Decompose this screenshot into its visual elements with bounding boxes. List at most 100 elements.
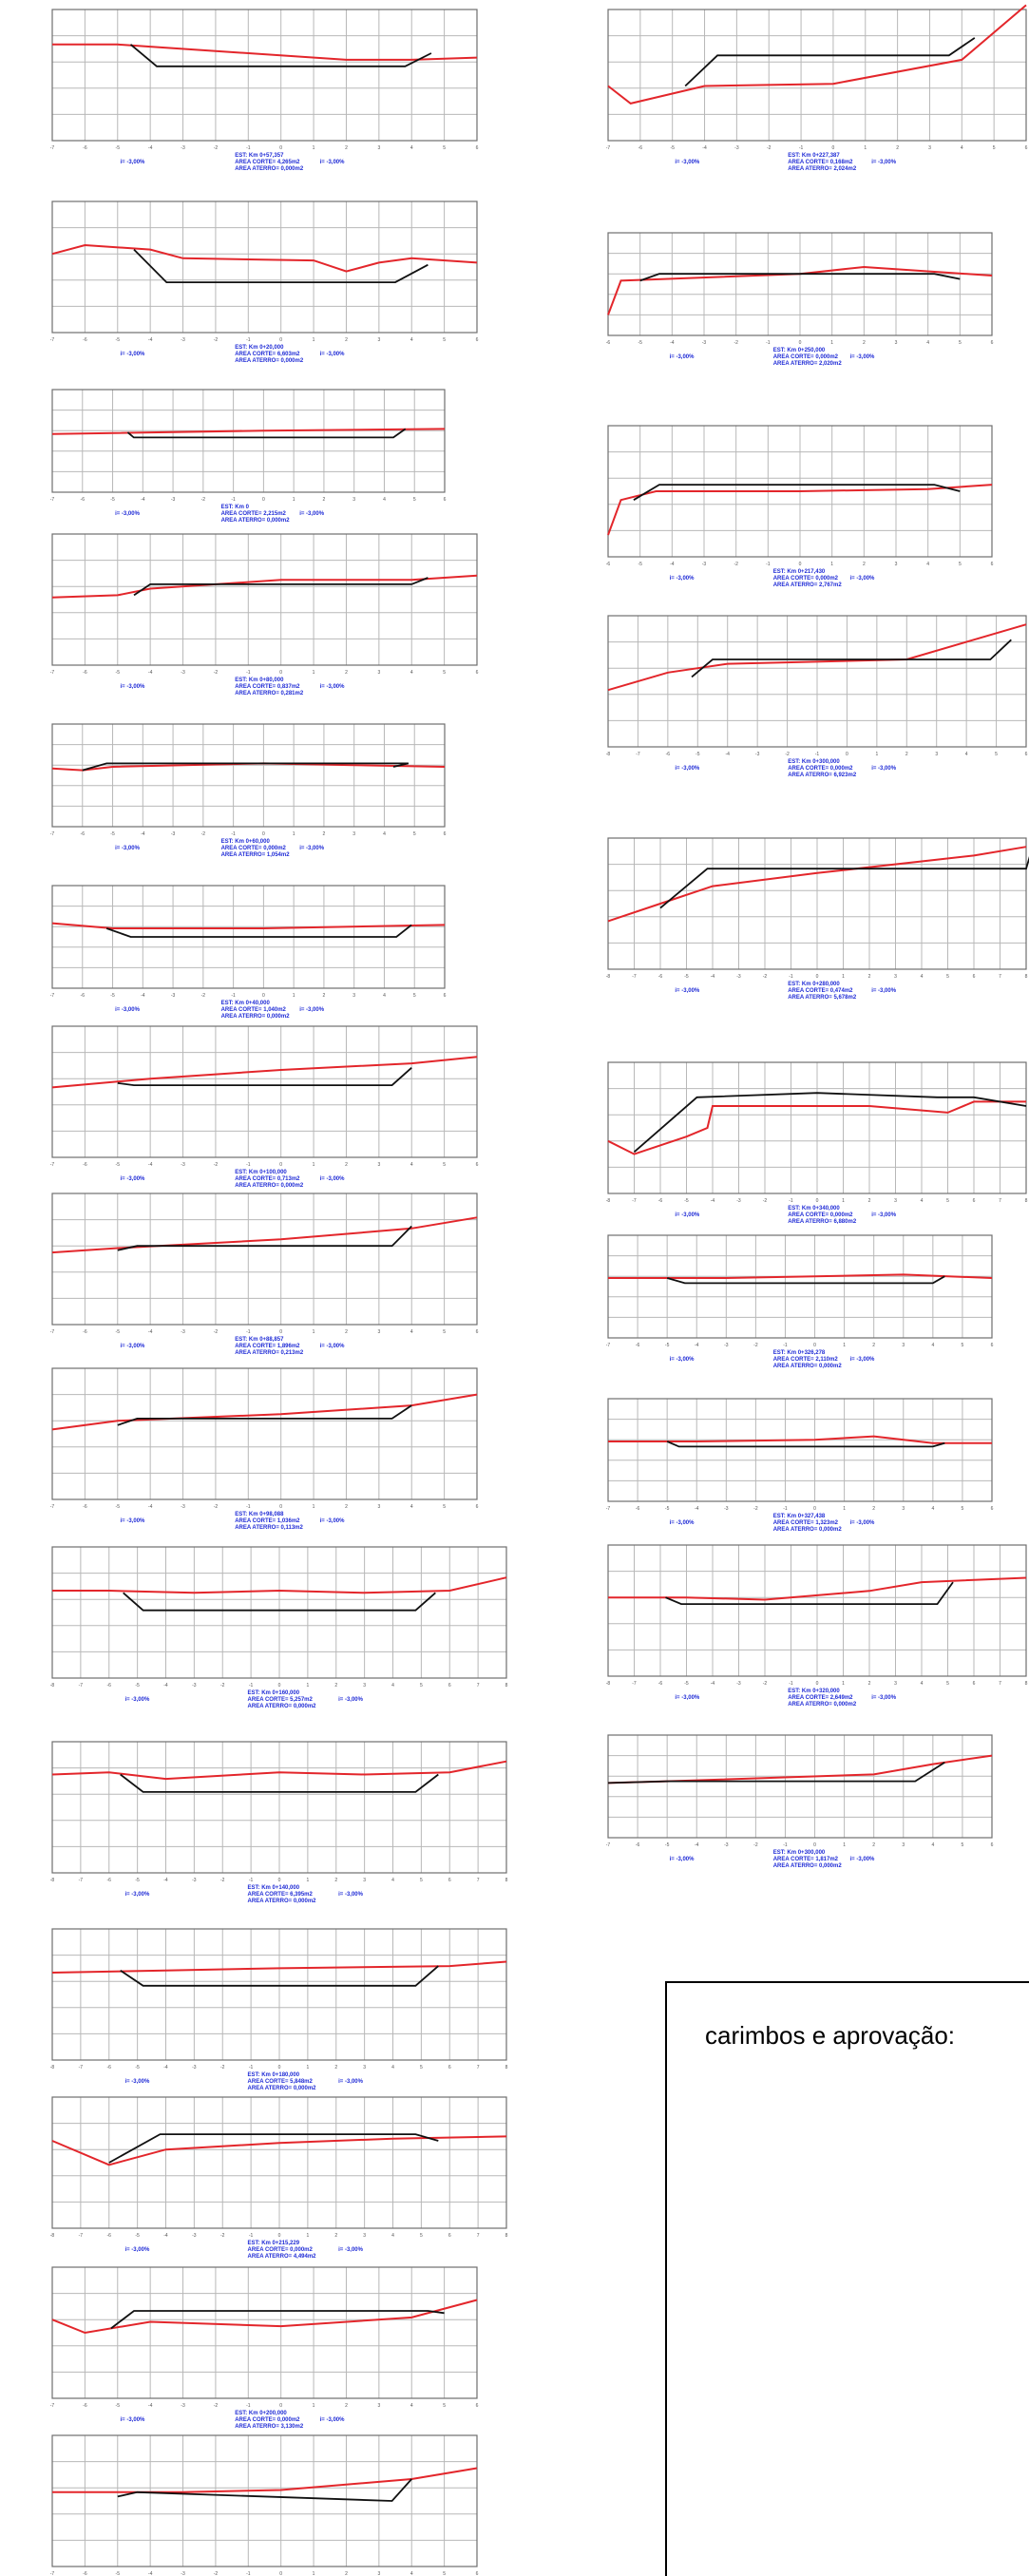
x-tick-label: -2 [220,1878,225,1883]
panel-frame [607,425,993,558]
terrain-line [51,2135,507,2166]
design-section-line [607,1762,945,1784]
terrain-line [51,1960,507,1974]
x-tick-label: -6 [636,1842,640,1848]
x-tick-label: 0 [262,993,265,999]
terrain-line [51,762,446,772]
fill-area-label: AREA ATERRO= 0,000m2 [235,1183,304,1189]
x-tick-label: -1 [246,1162,251,1168]
cut-area-label: AREA CORTE= 2,110m2 [773,1357,839,1363]
x-tick-label: 5 [413,831,416,837]
x-tick-label: -5 [116,337,121,343]
terrain-line [607,623,1027,692]
x-tick-label: -2 [767,145,772,151]
x-tick-label: -2 [785,752,790,757]
section-panel: -7 -6 -5 -4 -3 -2 -1 0 1 2 3 4 5 6 i= -3,00% i= -3,00% E… [50,533,479,696]
x-tick-label: 3 [895,562,898,567]
cut-area-label: AREA CORTE= 0,837m2 [235,684,300,690]
x-tick-label: -4 [695,1343,699,1348]
x-tick-label: 5 [420,1683,423,1689]
cut-area-label: AREA CORTE= 5,257m2 [248,1697,314,1703]
x-tick-label: -3 [181,1329,185,1335]
x-tick-label: 6 [991,562,994,567]
slope-right-label: i= -3,00% [850,1357,876,1363]
x-tick-label: 7 [999,974,1001,980]
x-tick-label: 3 [377,2571,380,2576]
x-tick-label: -4 [148,2571,153,2576]
slope-right-label: i= -3,00% [850,1857,876,1862]
x-tick-label: 6 [991,1506,994,1512]
panel-frame [51,2266,478,2399]
x-tick-label: 1 [313,2403,315,2409]
terrain-line [51,428,446,435]
slope-right-label: i= -3,00% [871,988,897,994]
x-tick-label: -5 [116,670,121,676]
x-tick-label: 3 [902,1343,905,1348]
x-tick-label: 2 [868,1681,871,1687]
x-tick-label: -3 [736,1198,741,1204]
station-label: EST: Km 0+280,000 [788,982,840,987]
x-tick-label: 5 [962,1506,964,1512]
x-tick-label: -1 [766,340,771,346]
design-section-line [666,1441,945,1448]
terrain-line [51,922,446,929]
station-label: EST: Km 0+88,857 [235,1337,284,1343]
x-tick-label: -7 [50,337,55,343]
x-tick-label: -5 [116,145,121,151]
section-panel: -7 -6 -5 -4 -3 -2 -1 0 1 2 3 4 5 6 i= -3,00% i= -3,00% E… [50,200,479,364]
x-tick-label: -6 [636,1506,640,1512]
x-tick-label: -4 [148,1504,153,1510]
panel-frame [51,1193,478,1326]
slope-right-label: i= -3,00% [850,354,876,360]
x-tick-label: -2 [214,1504,219,1510]
design-section-line [684,37,976,87]
x-tick-label: 6 [973,1681,976,1687]
x-tick-label: -3 [192,2065,197,2070]
x-tick-label: -5 [135,1683,140,1689]
x-tick-label: 2 [872,1842,875,1848]
x-tick-label: 8 [1025,1681,1028,1687]
x-tick-label: 0 [279,1162,282,1168]
slope-left-label: i= -3,00% [115,846,141,851]
x-tick-label: -2 [220,1683,225,1689]
x-tick-label: 4 [410,2571,413,2576]
x-tick-label: 6 [476,670,479,676]
x-tick-label: -3 [755,752,760,757]
x-tick-label: -1 [815,752,820,757]
x-tick-label: -1 [249,2065,254,2070]
cut-area-label: AREA CORTE= 0,000m2 [773,576,839,582]
x-tick-label: -3 [192,1878,197,1883]
x-tick-label: 1 [306,2233,309,2239]
x-tick-label: 0 [813,1506,816,1512]
slope-left-label: i= -3,00% [121,684,146,690]
x-tick-label: 7 [477,2065,480,2070]
x-tick-label: 1 [306,2065,309,2070]
approval-stamp-box: carimbos e aprovação: [665,1981,1029,2576]
x-tick-label: 4 [921,1681,924,1687]
x-tick-label: 3 [902,1506,905,1512]
slope-right-label: i= -3,00% [320,1176,346,1182]
cut-area-label: AREA CORTE= 6,395m2 [248,1892,314,1898]
design-section-line [133,248,429,284]
panel-frame [607,1398,993,1502]
x-tick-label: 2 [872,1506,875,1512]
x-tick-label: 8 [1025,974,1028,980]
x-tick-label: 3 [894,1198,897,1204]
terrain-line [608,1576,1027,1601]
x-tick-label: 5 [962,1343,964,1348]
x-tick-label: -5 [135,1878,140,1883]
station-label: EST: Km 0+215,229 [248,2241,300,2246]
x-tick-label: -2 [220,2065,225,2070]
x-tick-label: 6 [448,1878,451,1883]
x-tick-label: -5 [135,2233,140,2239]
panel-frame [607,1061,1027,1194]
panel-frame [607,1734,993,1839]
x-tick-label: -5 [638,562,642,567]
x-tick-label: -1 [249,1683,254,1689]
x-tick-label: 2 [868,1198,871,1204]
x-tick-label: 0 [278,1878,281,1883]
x-tick-label: 5 [443,670,446,676]
design-section-line [666,1275,945,1285]
x-tick-label: 7 [477,1683,480,1689]
section-panel: -8 -7 -6 -5 -4 -3 -2 -1 0 1 2 3 4 5 6 7 8 i= -3,00% i= -3,… [606,1061,1028,1225]
